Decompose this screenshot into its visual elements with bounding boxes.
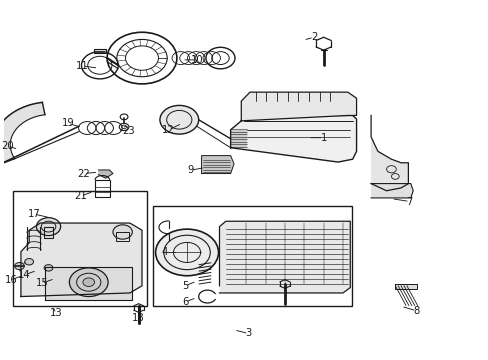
Text: 8: 8 (413, 306, 419, 316)
Text: 9: 9 (187, 165, 193, 175)
Text: 13: 13 (50, 309, 62, 318)
Polygon shape (370, 184, 412, 198)
Circle shape (69, 268, 108, 297)
Polygon shape (45, 267, 132, 300)
Text: 21: 21 (74, 191, 87, 201)
Polygon shape (370, 116, 407, 191)
Text: 11: 11 (76, 61, 89, 71)
Bar (116, 232, 129, 241)
Text: 12: 12 (162, 125, 175, 135)
Polygon shape (201, 156, 234, 174)
Text: 20: 20 (1, 141, 14, 151)
Circle shape (155, 229, 218, 276)
Bar (95, 180, 109, 197)
Text: 5: 5 (182, 281, 188, 291)
Polygon shape (0, 102, 45, 165)
Text: 23: 23 (122, 126, 135, 135)
Bar (153, 206, 351, 306)
Text: 3: 3 (245, 328, 251, 338)
Text: 19: 19 (61, 118, 74, 128)
Text: 15: 15 (35, 278, 48, 288)
Text: 14: 14 (18, 270, 31, 280)
Polygon shape (394, 284, 416, 289)
Circle shape (25, 258, 34, 265)
Bar (13, 192, 146, 306)
Text: 2: 2 (310, 32, 317, 42)
Text: 4: 4 (162, 247, 167, 257)
Bar (94, 49, 105, 53)
Text: 10: 10 (190, 55, 203, 65)
Bar (43, 226, 53, 238)
Circle shape (44, 265, 53, 271)
Text: 22: 22 (78, 168, 90, 179)
Polygon shape (98, 170, 113, 178)
Text: 7: 7 (406, 197, 412, 207)
Polygon shape (230, 130, 246, 148)
Circle shape (15, 262, 24, 270)
Circle shape (83, 278, 94, 287)
Text: 17: 17 (28, 209, 41, 219)
Polygon shape (219, 221, 349, 293)
Polygon shape (230, 116, 356, 162)
Circle shape (113, 225, 132, 239)
Text: 1: 1 (320, 133, 326, 143)
Polygon shape (241, 92, 356, 121)
Text: 6: 6 (182, 297, 188, 307)
Circle shape (160, 105, 198, 134)
Circle shape (36, 218, 61, 235)
Text: 18: 18 (132, 313, 144, 323)
Polygon shape (21, 223, 142, 297)
Text: 16: 16 (5, 275, 18, 285)
